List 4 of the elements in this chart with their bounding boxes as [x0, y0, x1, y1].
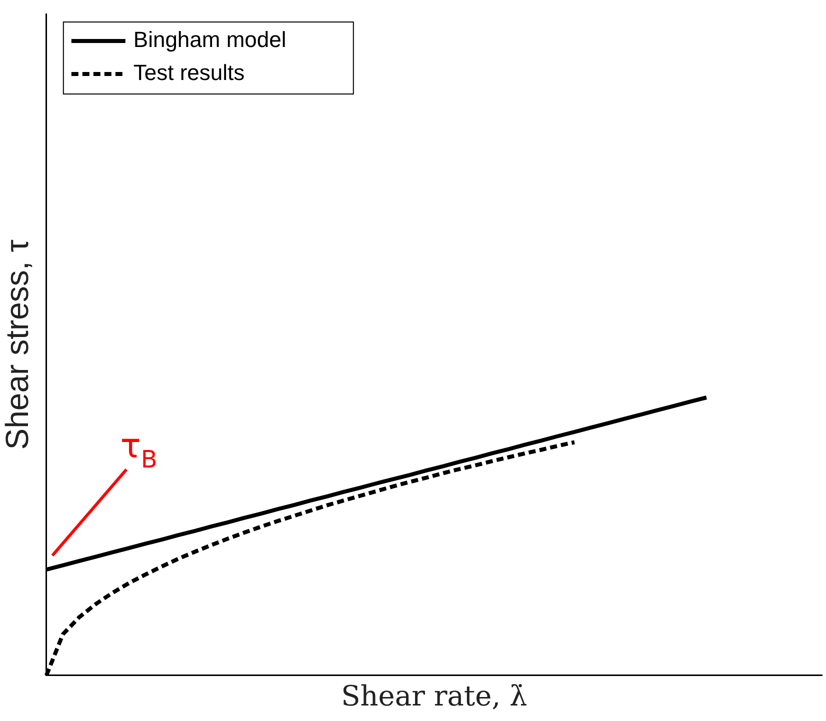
- x-axis-title: Shear rate, λ̇: [341, 679, 528, 712]
- legend-label: Bingham model: [133, 27, 286, 52]
- legend-label: Test results: [133, 60, 245, 86]
- y-axis-title: Shear stress, τ: [0, 239, 36, 450]
